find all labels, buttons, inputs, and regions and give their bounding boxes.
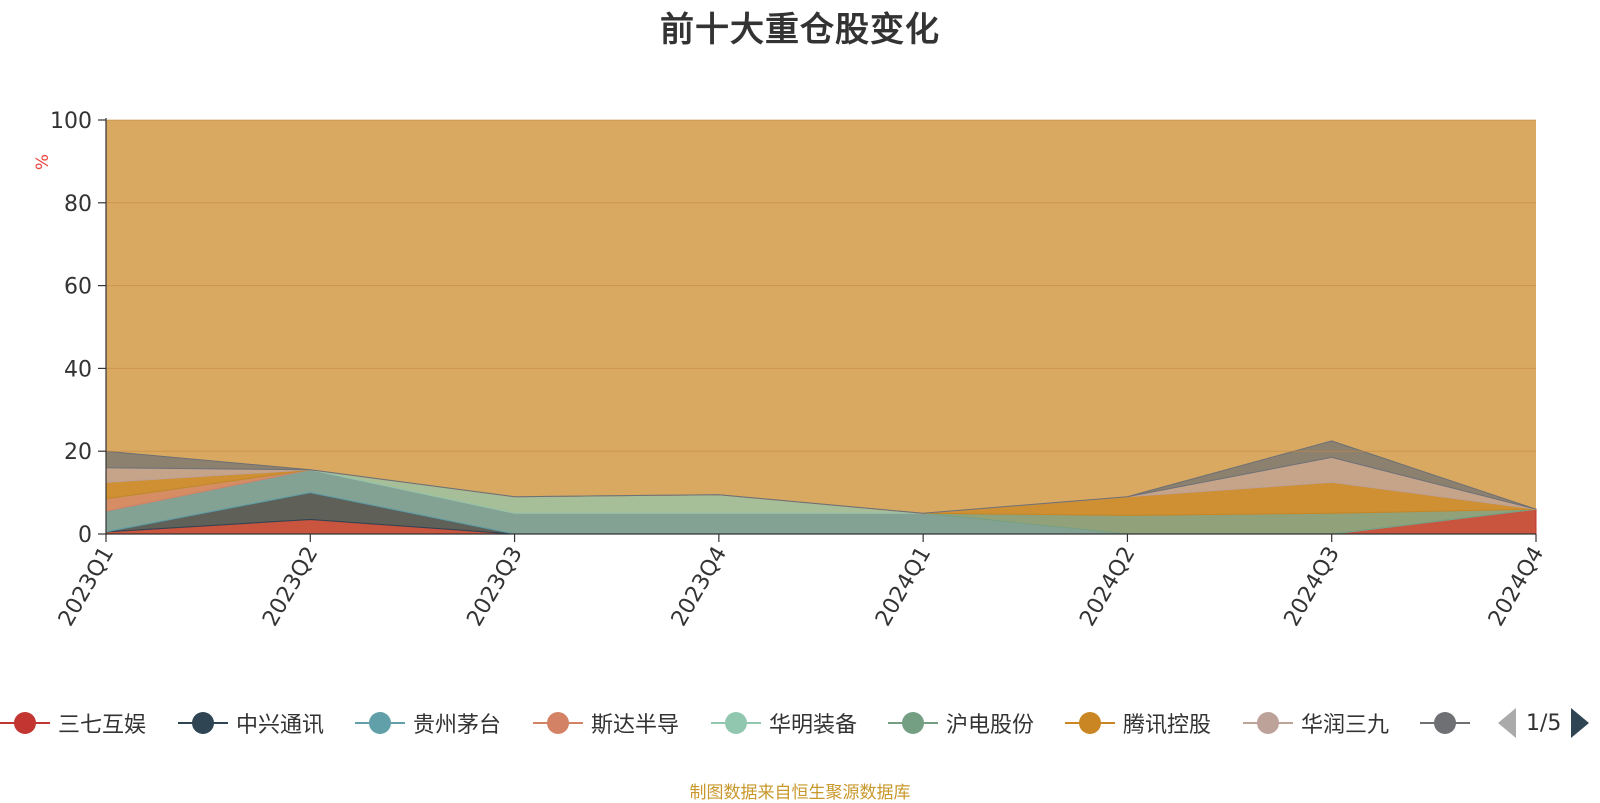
x-tick-label-6: 2024Q2 xyxy=(1075,543,1140,631)
legend-label: 华明装备 xyxy=(769,713,858,738)
legend-prev-page-icon[interactable] xyxy=(1498,708,1516,738)
legend-label: 沪电股份 xyxy=(946,713,1035,738)
legend-marker-icon xyxy=(711,706,761,740)
legend-item-5[interactable]: 华明装备 xyxy=(711,706,857,740)
legend-next-page-icon[interactable] xyxy=(1571,708,1590,738)
legend-label: 腾讯控股 xyxy=(1123,713,1212,738)
x-tick-label-3: 2023Q3 xyxy=(462,543,527,631)
y-tick-label-6: 100 xyxy=(50,109,92,134)
legend-marker-dot xyxy=(192,712,214,734)
legend-marker-dot xyxy=(1434,712,1456,734)
legend-marker-icon xyxy=(355,706,405,740)
x-tick-label-5: 2024Q1 xyxy=(871,543,936,631)
legend-label: 斯达半导 xyxy=(591,713,680,738)
x-tick-label-2: 2023Q2 xyxy=(258,543,323,631)
y-tick-label-5: 80 xyxy=(64,192,92,217)
legend-marker-dot xyxy=(902,712,924,734)
legend-marker-icon xyxy=(0,706,50,740)
legend-marker-icon xyxy=(1420,706,1470,740)
y-tick-label-4: 60 xyxy=(64,275,92,300)
area-chart: 0 20 40 60 80 100% 2023Q1 2023Q2 2023Q3 2023Q4 202… xyxy=(33,109,1549,631)
legend-item-3[interactable]: 贵州茅台 xyxy=(355,706,501,740)
y-axis-unit-label: % xyxy=(33,154,53,170)
data-source-note: 制图数据来自恒生聚源数据库 xyxy=(689,783,911,803)
y-tick-label-3: 40 xyxy=(64,357,92,382)
legend-item-1[interactable]: 三七互娱 xyxy=(0,706,146,740)
x-tick-label-7: 2024Q3 xyxy=(1280,543,1345,631)
legend: 三七互娱 中兴通讯 贵州茅台 斯达半导 华明装备 沪电股份 腾讯控股 华润三九 中际旭创 1/5 xyxy=(0,706,1600,740)
legend-item-9[interactable]: 中际旭创 xyxy=(1420,706,1470,740)
legend-marker-dot xyxy=(14,712,36,734)
legend-item-2[interactable]: 中兴通讯 xyxy=(178,706,324,740)
legend-marker-dot xyxy=(725,712,747,734)
series-area-9 xyxy=(105,440,1537,514)
legend-item-4[interactable]: 斯达半导 xyxy=(533,706,679,740)
legend-marker-dot xyxy=(369,712,391,734)
y-tick-label-1: 0 xyxy=(78,523,92,548)
legend-pager: 1/5 xyxy=(1498,706,1590,740)
legend-items: 三七互娱 中兴通讯 贵州茅台 斯达半导 华明装备 沪电股份 腾讯控股 华润三九 中际旭创 xyxy=(0,706,1470,740)
legend-marker-dot xyxy=(1079,712,1101,734)
legend-item-7[interactable]: 腾讯控股 xyxy=(1065,706,1211,740)
legend-item-6[interactable]: 沪电股份 xyxy=(888,706,1034,740)
legend-label: 中兴通讯 xyxy=(236,713,325,738)
x-tick-label-8: 2024Q4 xyxy=(1484,543,1549,631)
legend-marker-icon xyxy=(1065,706,1115,740)
legend-page-indicator: 1/5 xyxy=(1526,710,1562,736)
legend-marker-icon xyxy=(178,706,228,740)
legend-item-8[interactable]: 华润三九 xyxy=(1243,706,1389,740)
y-tick-label-2: 20 xyxy=(64,440,92,465)
x-tick-label-4: 2023Q4 xyxy=(667,543,732,631)
legend-label: 华润三九 xyxy=(1301,713,1390,738)
legend-marker-icon xyxy=(888,706,938,740)
legend-marker-icon xyxy=(1243,706,1293,740)
x-tick-label-1: 2023Q1 xyxy=(54,543,119,631)
legend-label: 三七互娱 xyxy=(58,713,147,738)
legend-marker-dot xyxy=(547,712,569,734)
legend-marker-dot xyxy=(1257,712,1279,734)
chart-title: 前十大重仓股变化 xyxy=(660,10,940,50)
legend-marker-icon xyxy=(533,706,583,740)
legend-label: 贵州茅台 xyxy=(413,713,502,738)
